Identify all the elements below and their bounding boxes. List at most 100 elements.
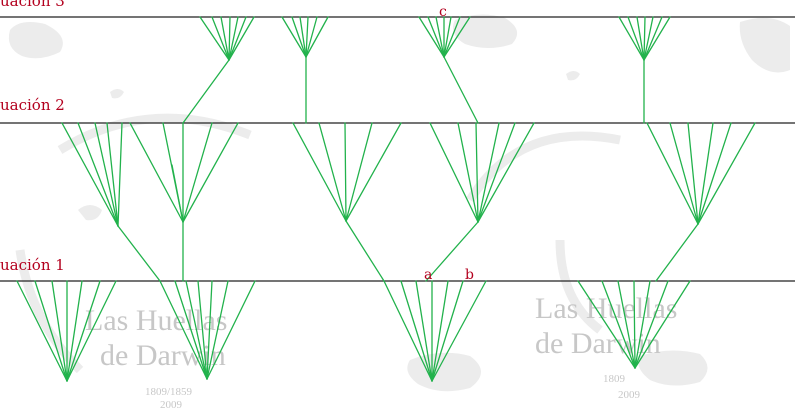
fan-l3-d-branch-6	[643, 16, 671, 61]
fan-l1-d-branch-3	[633, 280, 636, 369]
connector-l3c-l2	[443, 56, 479, 124]
fan-l1-b-branch-6	[206, 280, 256, 380]
fan-l3-c-branch-2	[435, 16, 445, 58]
fan-l1-c-branch-1	[400, 280, 433, 382]
fan-l3-c-branch-0	[418, 16, 445, 58]
fan-l3-a-branch-2	[220, 16, 230, 61]
arc-left	[57, 113, 252, 154]
fan-l3-b-branch-0	[281, 16, 307, 58]
fan-l1-b-branch-1	[174, 280, 208, 380]
level-label-3: uación 3	[0, 0, 65, 10]
background-map-blobs	[8, 14, 790, 392]
fan-l3-d-branch-0	[618, 16, 645, 61]
point-markers: a b c	[424, 4, 474, 283]
blob-small-1	[110, 89, 124, 99]
fan-l1-c-branch-4	[431, 280, 449, 382]
fan-l2-c-branch-1	[318, 122, 347, 222]
connector-l2e-l1	[655, 223, 699, 282]
fan-l1-b-branch-5	[206, 280, 229, 380]
fan-l2-a-branch-3	[106, 122, 119, 227]
fan-l2-d-branch-5	[477, 122, 535, 223]
fan-l3-c-branch-6	[443, 16, 471, 58]
fan-l3-c-branch-5	[443, 16, 461, 58]
connector-l2c-l1	[345, 220, 385, 282]
arc-left-2	[15, 249, 84, 374]
arc-right	[466, 131, 621, 203]
fan-l2-c-branch-2	[344, 122, 347, 222]
fan-l3-a-branch-0	[199, 16, 230, 61]
fan-l3-a-branch-1	[211, 16, 230, 61]
fan-l3-b-branch-1	[291, 16, 307, 58]
connector-l3a-l2	[182, 59, 230, 124]
fan-l2-b-branch-0	[129, 122, 184, 223]
fan-l3-b-branch-4	[305, 16, 318, 58]
fan-l3-a-branch-3	[228, 16, 231, 61]
fan-l3-b-branch-3	[305, 16, 309, 58]
fan-l2-a-branch-0	[61, 122, 119, 227]
fan-l3-d-branch-1	[627, 16, 645, 61]
fan-l2-d-branch-1	[457, 122, 479, 223]
fan-l1-c-branch-6	[431, 280, 487, 382]
fan-l2-a-branch-4	[117, 122, 123, 227]
fan-l1-a-branch-1	[34, 280, 68, 382]
connector-l2d-l1	[425, 221, 479, 282]
fan-l2-e-branch-5	[697, 122, 756, 225]
fan-l1-b-branch-0	[159, 280, 208, 380]
fan-l2-c-branch-0	[292, 122, 347, 222]
fan-l1-d-branch-6	[634, 280, 691, 369]
fan-l3-a-branch-5	[228, 16, 247, 61]
fan-l3-d-branch-2	[636, 16, 645, 61]
blob-top-left	[8, 22, 63, 59]
level-label-1: uación 1	[0, 256, 65, 274]
fan-l3-b-branch-5	[305, 16, 329, 58]
level-labels: uación 3 uación 2 uación 1	[0, 0, 65, 274]
branching-tree	[16, 16, 756, 382]
watermark-subtitle-right: de Darwin	[535, 327, 661, 360]
watermark-title-left: Las Huellas	[85, 304, 227, 337]
blob-mid-left	[78, 205, 102, 221]
watermark-year-left-2: 2009	[160, 399, 183, 408]
fan-l3-b-branch-2	[299, 16, 307, 58]
marker-c: c	[439, 4, 447, 20]
fan-l2-e-branch-3	[697, 122, 714, 225]
fan-l2-e-branch-1	[669, 122, 699, 225]
fan-l2-d-branch-2	[475, 122, 479, 223]
fan-l1-b-branch-4	[206, 280, 213, 380]
fan-l1-a-branch-2	[51, 280, 68, 382]
arc-right-2	[555, 239, 603, 334]
fan-l2-b-branch-4	[182, 122, 239, 223]
fan-l3-d-branch-5	[643, 16, 663, 61]
fan-l1-d-branch-1	[601, 280, 636, 369]
fan-l3-c-branch-4	[443, 16, 452, 58]
blob-top-right	[739, 17, 790, 73]
connector-l2a-l1	[117, 225, 161, 282]
fan-l2-b-inner-branch-0	[171, 164, 184, 223]
fan-l2-e-branch-0	[646, 122, 699, 225]
level-lines	[0, 16, 795, 282]
fan-l1-b-branch-3	[197, 280, 208, 380]
fan-l2-d-branch-0	[429, 122, 479, 223]
marker-a: a	[424, 267, 432, 283]
fan-l3-d-branch-3	[643, 16, 646, 61]
level-label-2: uación 2	[0, 96, 65, 114]
fan-l2-c-branch-3	[345, 122, 373, 222]
fan-l2-d-branch-3	[477, 122, 500, 223]
fan-l1-a-branch-5	[66, 280, 101, 382]
blob-top-mid	[452, 14, 518, 49]
fan-l1-c-branch-5	[431, 280, 464, 382]
marker-b: b	[465, 267, 474, 283]
fan-l1-c-branch-0	[383, 280, 433, 382]
watermark-subtitle-left: de Darwin	[100, 339, 226, 372]
fan-l2-d-branch-4	[477, 122, 516, 223]
watermark-year-left: 1809/1859	[145, 386, 193, 398]
fan-l1-a-branch-4	[66, 280, 83, 382]
fan-l1-d-branch-5	[634, 280, 669, 369]
fan-l1-a-branch-6	[66, 280, 117, 382]
background-arcs	[15, 113, 621, 374]
watermark-title-right: Las Huellas	[535, 292, 677, 325]
fan-l1-d-branch-4	[634, 280, 651, 369]
fan-l1-d-branch-2	[617, 280, 636, 369]
fan-l2-e-branch-2	[687, 122, 699, 225]
